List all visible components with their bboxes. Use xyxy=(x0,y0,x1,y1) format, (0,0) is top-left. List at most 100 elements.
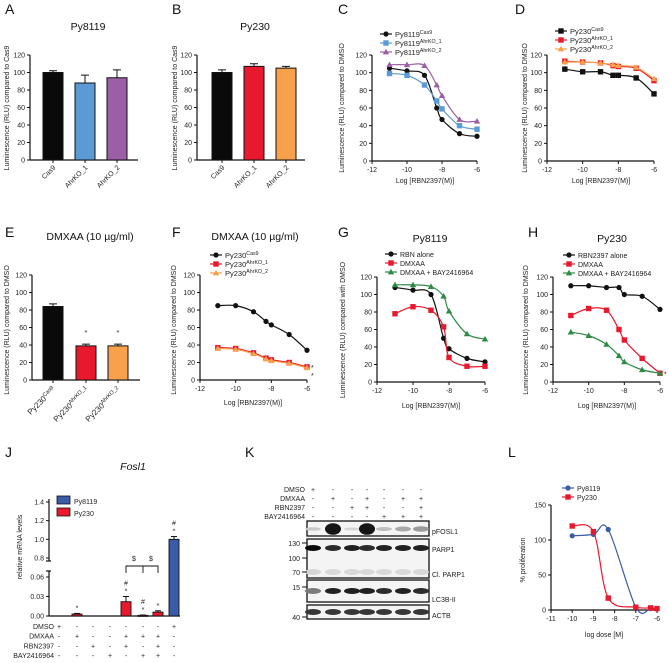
y-axis-label: Luminescence (RLU) compared to Cas9 xyxy=(172,45,179,170)
mw-marker-label: 15 xyxy=(292,585,300,592)
band-actb-lane-3 xyxy=(359,609,375,615)
data-point-1-3 xyxy=(616,326,622,333)
legend-label-superscript: AhrKO_1 xyxy=(420,39,442,45)
significance-marker: # xyxy=(141,599,145,606)
bracket-label: $ xyxy=(132,556,136,563)
treatment-mark: - xyxy=(332,487,335,494)
data-point-2-1 xyxy=(579,58,586,65)
y-tick-label: 20 xyxy=(184,140,192,147)
data-point-0-4 xyxy=(446,346,452,352)
band-cl-parp1-lane-1 xyxy=(325,569,341,575)
mw-marker-label: 70 xyxy=(292,570,300,577)
data-point-2-4 xyxy=(445,307,453,314)
data-point-1-5 xyxy=(654,605,660,612)
data-point-2-4 xyxy=(268,357,275,364)
band-parp1-lane-2 xyxy=(344,545,360,551)
legend-label: DMXAA + BAY2416964 xyxy=(400,270,473,277)
band-pfosl1-lane-0 xyxy=(305,527,321,531)
legend-label-superscript: AhrKO_1 xyxy=(591,36,613,42)
data-point-2-1 xyxy=(232,346,239,352)
bar-1 xyxy=(71,613,83,617)
legend-label: DMXAA + BAY2416964 xyxy=(578,271,651,278)
data-point-2-2 xyxy=(250,350,257,357)
significance-marker: * xyxy=(157,603,160,610)
significance-marker: * xyxy=(311,373,314,380)
y-tick-label: 20 xyxy=(17,140,25,147)
legend-label-superscript: Cas9 xyxy=(420,30,432,36)
data-point-0-0 xyxy=(215,303,221,309)
treatment-label: RBN2397 xyxy=(24,643,54,650)
data-point-1-6 xyxy=(474,126,480,132)
x-tick-label: -6 xyxy=(304,386,310,393)
y-tick-label: 120 xyxy=(355,53,367,60)
treatment-mark: - xyxy=(420,487,423,494)
x-tick-label: -8 xyxy=(268,386,274,393)
data-point-2-6 xyxy=(481,335,489,342)
bar-0 xyxy=(42,72,64,161)
y-axis-label: Luminescence (RLU) compared to DMSO xyxy=(4,265,11,395)
data-point-2-3 xyxy=(440,293,447,299)
data-point-1-0 xyxy=(569,523,575,529)
y-tick-label: 40 xyxy=(19,343,27,350)
y-tick-label: 0 xyxy=(368,380,372,387)
data-point-1-0 xyxy=(568,312,574,319)
x-tick-label: -12 xyxy=(367,167,377,174)
legend-label: DMXAA xyxy=(400,261,425,268)
data-point-2-5 xyxy=(638,366,646,373)
data-point-2-5 xyxy=(285,360,293,366)
series-curve-2 xyxy=(217,347,308,369)
legend-swatch xyxy=(56,495,71,505)
treatment-mark: - xyxy=(312,514,315,521)
significance-marker: # xyxy=(172,521,176,528)
y-tick-label: 60 xyxy=(187,325,195,332)
legend-marker xyxy=(558,28,564,34)
treatment-mark: - xyxy=(125,624,128,631)
legend-label-superscript: Cas9 xyxy=(591,27,603,33)
panel-label-h: H xyxy=(528,224,538,240)
data-point-1-5 xyxy=(464,363,470,369)
y-tick-label: 120 xyxy=(180,53,192,60)
data-point-2-4 xyxy=(621,358,628,365)
chart-title: Py230 xyxy=(597,233,627,245)
y-tick-label: 1.2 xyxy=(34,518,44,525)
legend-marker xyxy=(557,45,565,52)
y-tick-label: 60 xyxy=(359,106,367,113)
treatment-mark: + xyxy=(419,514,423,521)
x-tick-label: -10 xyxy=(402,167,412,174)
band-lc3b-ii-lane-2 xyxy=(344,588,360,594)
data-point-2-2 xyxy=(427,283,435,290)
x-tick-label-superscript: AhrKO_1 xyxy=(68,385,89,406)
band-parp1-lane-0 xyxy=(305,545,321,551)
panel-label-l: L xyxy=(508,444,516,460)
panel-label-d: D xyxy=(515,1,525,17)
data-point-2-2 xyxy=(421,62,428,68)
treatment-mark: - xyxy=(383,496,386,503)
band-parp1-lane-3 xyxy=(359,545,375,551)
legend-marker xyxy=(383,40,389,46)
chart-title: Py8119 xyxy=(413,233,448,245)
treatment-mark: - xyxy=(109,634,112,641)
legend-label: Py8119AhrKO_1 xyxy=(395,39,442,48)
data-point-0-5 xyxy=(456,131,463,137)
significance-marker: * xyxy=(142,607,145,614)
y-tick-label: 60 xyxy=(17,105,25,112)
series-curve-0 xyxy=(570,285,661,310)
y-tick-label: 100 xyxy=(536,292,548,299)
treatment-mark: - xyxy=(312,505,315,512)
treatment-mark: + xyxy=(141,653,145,660)
treatment-mark: + xyxy=(350,505,354,512)
legend-label-superscript: Cas9 xyxy=(246,251,258,257)
data-point-0-2 xyxy=(605,526,611,533)
x-tick-label: Cas9 xyxy=(41,164,58,181)
legend-label-base: Py8119 xyxy=(395,39,420,48)
data-point-0-5 xyxy=(639,293,645,299)
y-tick-label: 60 xyxy=(19,325,27,332)
treatment-mark: - xyxy=(351,514,354,521)
treatment-mark: - xyxy=(332,514,335,521)
data-point-0-5 xyxy=(633,75,639,81)
significance-marker: * xyxy=(85,330,88,337)
x-tick-label: -8 xyxy=(621,388,627,395)
x-tick-label: -7 xyxy=(633,616,639,623)
data-point-0-1 xyxy=(410,287,416,293)
band-label: ACTB xyxy=(432,613,451,620)
